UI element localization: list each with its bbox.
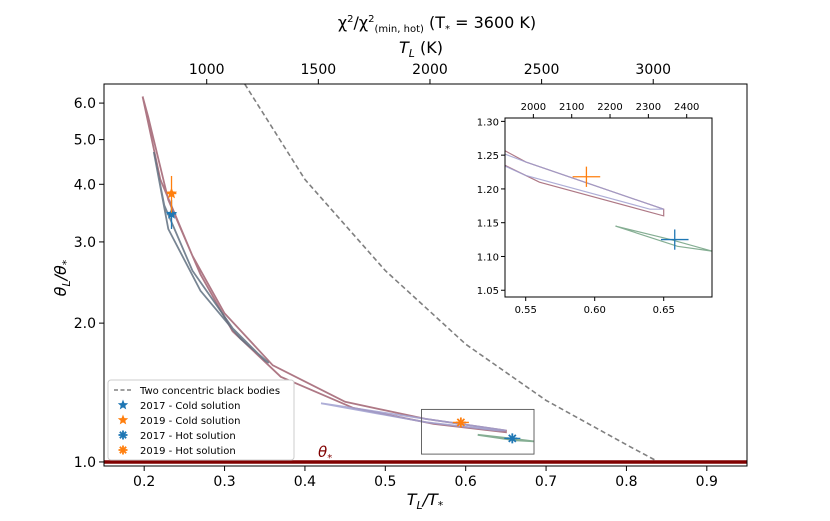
legend-box (107, 379, 295, 461)
contour-2 (152, 151, 270, 364)
data-point-1 (165, 175, 178, 213)
chart-title: χ2/χ2(min, hot) (T* = 3600 K) (338, 13, 536, 35)
x-tick-label: 0.2 (133, 474, 155, 490)
legend-asterisk-icon-blue (118, 430, 128, 440)
top-x-tick-label: 3000 (635, 62, 671, 78)
legend-star-icon-orange (117, 414, 129, 425)
inset-contour-3 (615, 225, 712, 252)
legend-label-4: 2019 - Hot solution (140, 446, 236, 457)
legend: Two concentric black bodies 2017 - Cold … (107, 379, 295, 461)
inset-y-tick-label: 1.05 (477, 286, 499, 297)
inset-contour-0 (505, 150, 665, 217)
data-point-3 (452, 417, 469, 428)
xlabel-a-sub: L (416, 499, 422, 512)
main-frame (103, 83, 748, 467)
asterisk-marker-2-stroke (508, 434, 517, 443)
title-sq1: 2 (347, 14, 353, 25)
legend-asterisk-icon-orange (118, 445, 128, 455)
theta-star-a: θ (318, 443, 327, 461)
legend-asterisk-blue-stroke (119, 431, 127, 439)
top-x-tick-label: 2000 (412, 62, 448, 78)
top-xlabel-a: T (399, 38, 410, 57)
asterisk-marker-3-stroke (456, 418, 466, 427)
title-sq2: 2 (368, 14, 374, 25)
title-sub: (min, hot) (375, 24, 424, 35)
ylabel-b-sub: * (60, 259, 73, 265)
inset-top-tick-label: 2200 (597, 102, 622, 113)
legend-label-1: 2017 - Cold solution (140, 401, 240, 412)
ylabel-a-sub: L (60, 280, 73, 286)
star-marker-0 (165, 207, 178, 219)
theta-star-sub: * (327, 453, 332, 464)
blackbody-curve (244, 84, 659, 463)
inset-contour-1 (505, 153, 664, 210)
inset-frame (504, 117, 713, 298)
inset-point-2 (660, 229, 689, 250)
inset-y-tick-label: 1.30 (477, 117, 499, 128)
top-x-axis-label: TL (K) (399, 38, 443, 60)
legend-label-0: Two concentric black bodies (139, 386, 280, 397)
legend-asterisk-orange-stroke (119, 446, 127, 454)
title-lead: χ (338, 13, 347, 32)
title-slash: /χ (353, 13, 368, 32)
x-tick-label: 0.8 (615, 474, 637, 490)
xlabel-b: /T (421, 490, 439, 509)
ylabel-b: /θ (51, 265, 70, 282)
y-axis-label: θL/θ* (51, 259, 73, 296)
x-tick-label: 0.6 (455, 474, 477, 490)
top-x-tick-label: 1000 (189, 62, 225, 78)
y-tick-label: 4.0 (74, 177, 96, 193)
top-x-tick-label: 2500 (524, 62, 560, 78)
main-plot-area (104, 84, 747, 464)
inset-y-tick-label: 1.25 (477, 151, 499, 162)
x-tick-label: 0.9 (696, 474, 718, 490)
inset-y-tick-label: 1.15 (477, 219, 499, 230)
inset-top-tick-label: 2400 (674, 102, 699, 113)
xlabel-a: T (407, 490, 418, 509)
inset-bg (505, 118, 712, 297)
inset-point-3 (572, 166, 601, 187)
main-plot (103, 83, 748, 467)
y-tick-label: 1.0 (74, 455, 96, 471)
theta-star-label: θ* (318, 443, 332, 464)
title-star: * (445, 24, 450, 35)
y-tick-label: 5.0 (74, 133, 96, 149)
title-eq: = 3600 K) (450, 13, 536, 32)
x-tick-label: 0.5 (374, 474, 396, 490)
legend-star-icon-blue (117, 399, 129, 410)
top-x-tick-label: 1500 (301, 62, 337, 78)
top-xlabel-b: (K) (415, 38, 443, 57)
top-xlabel-a-sub: L (409, 47, 415, 60)
inset-plot: 0.55 0.60 0.65 1.05 1.10 1.15 1.20 1.25 1.30 2000… (477, 102, 713, 316)
inset-x-tick-label: 0.65 (653, 305, 675, 316)
inset-top-tick-label: 2300 (636, 102, 661, 113)
data-point-2 (504, 433, 521, 444)
inset-x-tick-label: 0.55 (515, 305, 537, 316)
inset-top-tick-label: 2000 (521, 102, 546, 113)
x-tick-label: 0.4 (294, 474, 316, 490)
x-axis-label: TL/T* (407, 490, 444, 512)
ylabel-a: θ (51, 286, 70, 296)
inset-x-tick-label: 0.60 (584, 305, 606, 316)
x-tick-label: 0.7 (535, 474, 557, 490)
y-tick-label: 3.0 (74, 235, 96, 251)
inset-top-tick-label: 2100 (559, 102, 584, 113)
y-tick-label: 2.0 (74, 316, 96, 332)
x-tick-label: 0.3 (213, 474, 235, 490)
star-marker-1 (165, 187, 178, 199)
inset-y-tick-label: 1.10 (477, 252, 499, 263)
main-ticks: 0.2 0.3 0.4 0.5 0.6 0.7 0.8 0.9 1.0 2.0 3.0 4.0 5.0 6… (74, 62, 718, 490)
contour-1 (320, 402, 507, 432)
y-tick-label: 6.0 (74, 96, 96, 112)
contour-0 (141, 96, 507, 434)
legend-label-2: 2019 - Cold solution (140, 416, 240, 427)
zoom-box (421, 408, 535, 455)
title-tail: (T (424, 13, 445, 32)
legend-label-3: 2017 - Hot solution (140, 431, 236, 442)
inset-y-tick-label: 1.20 (477, 185, 499, 196)
xlabel-b-sub: * (438, 499, 444, 512)
inset-plot-area (505, 150, 712, 252)
